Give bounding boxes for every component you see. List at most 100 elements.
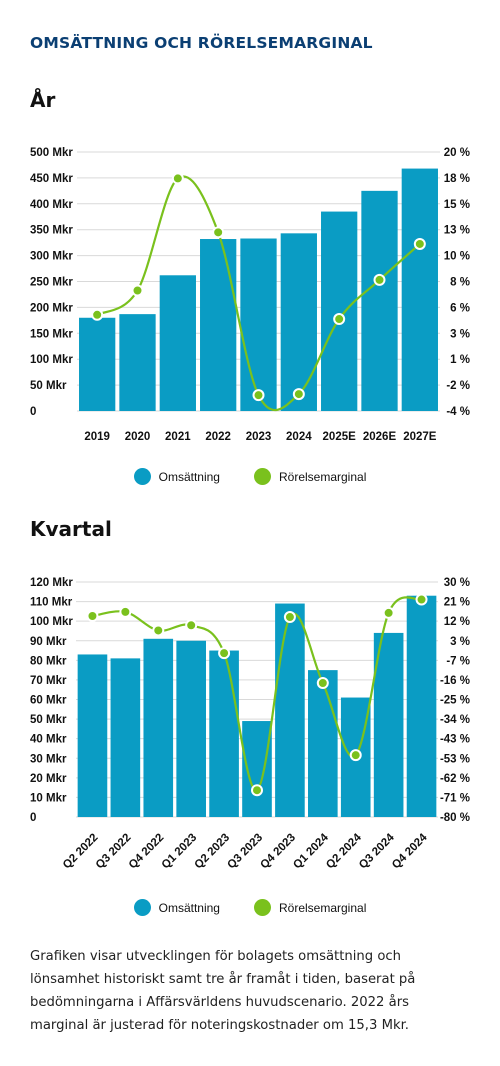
y-right-tick-label: 8 %	[450, 277, 470, 289]
yearly-legend: Omsättning Rörelsemarginal	[0, 468, 500, 485]
y-left-tick-label: 90 Mkr	[30, 636, 67, 648]
y-right-tick-label: -4 %	[446, 406, 470, 418]
y-right-tick-label: 20 %	[444, 147, 470, 159]
bar	[308, 670, 338, 817]
legend-margin-label: Rörelsemarginal	[278, 469, 367, 484]
bar	[119, 314, 156, 411]
margin-line	[96, 175, 421, 412]
margin-point	[382, 606, 395, 619]
bar	[209, 650, 239, 817]
y-left-tick-label: 70 Mkr	[30, 675, 67, 687]
bar	[240, 238, 277, 411]
legend-item-revenue[interactable]: Omsättning	[133, 899, 220, 916]
y-right-tick-label: -71 %	[440, 792, 470, 804]
y-right-tick-label: 13 %	[444, 225, 470, 237]
y-left-tick-label: 50 Mkr	[30, 714, 67, 726]
legend-line-swatch	[253, 468, 271, 485]
legend-item-margin[interactable]: Rörelsemarginal	[253, 899, 367, 916]
y-left-tick-label: 300 Mkr	[30, 251, 73, 263]
bar	[280, 233, 317, 411]
margin-point	[292, 388, 305, 401]
margin-point	[91, 308, 104, 321]
y-right-tick-label: 3 %	[450, 328, 470, 340]
x-category-label: 2020	[125, 431, 151, 443]
bar	[361, 190, 398, 411]
y-right-tick-label: 30 %	[444, 577, 470, 589]
bar	[200, 239, 237, 411]
margin-point	[119, 605, 132, 618]
legend-revenue-label: Omsättning	[158, 469, 220, 484]
y-right-tick-label: -53 %	[440, 753, 470, 765]
y-right-tick-label: -16 %	[440, 675, 470, 687]
y-right-tick-label: 21 %	[444, 597, 470, 609]
y-left-tick-label: 10 Mkr	[30, 792, 67, 804]
margin-point	[316, 677, 329, 690]
x-category-label: 2025E	[323, 431, 357, 443]
y-left-tick-label: 500 Mkr	[30, 147, 73, 159]
y-left-tick-label: 100 Mkr	[30, 354, 73, 366]
quarterly-chart: 0 -80 % 10 Mkr -71 % 20 Mkr -62 % 30 Mkr -53 % 4…	[30, 577, 470, 872]
y-left-tick-label: 20 Mkr	[30, 773, 67, 785]
x-category-label: Q2 2022	[61, 832, 101, 872]
margin-point	[349, 749, 362, 762]
x-category-label: 2027E	[403, 431, 437, 443]
y-right-tick-label: 3 %	[450, 636, 470, 648]
legend-item-revenue[interactable]: Omsättning	[133, 468, 220, 485]
quarterly-legend: Omsättning Rörelsemarginal	[0, 899, 500, 916]
y-left-tick-label: 30 Mkr	[30, 753, 67, 765]
margin-point	[131, 284, 144, 297]
bar	[373, 632, 404, 817]
y-right-tick-label: 15 %	[444, 199, 470, 211]
margin-point	[373, 273, 386, 286]
x-category-label: 2024	[286, 431, 312, 443]
y-left-tick-label: 150 Mkr	[30, 328, 73, 340]
bar	[143, 638, 174, 817]
y-left-tick-label: 400 Mkr	[30, 199, 73, 211]
y-left-tick-label: 200 Mkr	[30, 302, 73, 314]
yearly-chart-title: År	[30, 88, 56, 112]
margin-point	[252, 389, 265, 402]
y-left-tick-label: 80 Mkr	[30, 655, 67, 667]
bar	[79, 317, 116, 411]
legend-margin-label: Rörelsemarginal	[278, 900, 367, 915]
margin-point	[251, 784, 263, 797]
legend-bar-swatch	[133, 899, 151, 916]
x-category-label: 2026E	[363, 431, 397, 443]
y-right-tick-label: 12 %	[444, 616, 470, 628]
margin-point	[413, 237, 426, 250]
y-left-tick-label: 450 Mkr	[30, 173, 73, 185]
margin-point	[212, 226, 225, 239]
legend-item-margin[interactable]: Rörelsemarginal	[253, 468, 367, 485]
y-left-tick-label: 350 Mkr	[30, 225, 73, 237]
y-left-tick-label: 40 Mkr	[30, 734, 67, 746]
x-category-label: Q1 2023	[160, 832, 200, 872]
margin-point	[185, 619, 198, 632]
bar	[77, 654, 108, 817]
bar	[159, 275, 196, 411]
y-left-tick-label: 110 Mkr	[30, 597, 73, 609]
y-right-tick-label: 6 %	[450, 302, 470, 314]
bar	[321, 211, 358, 411]
x-category-label: 2022	[205, 431, 231, 443]
margin-point	[152, 624, 165, 637]
x-category-label: 2019	[84, 431, 110, 443]
y-right-tick-label: -7 %	[446, 655, 470, 667]
bar	[275, 603, 305, 817]
y-left-tick-label: 100 Mkr	[30, 616, 73, 628]
y-right-tick-label: -34 %	[440, 714, 470, 726]
margin-point	[218, 647, 231, 660]
x-category-label: Q3 2023	[225, 832, 265, 872]
y-left-tick-label: 0	[30, 406, 36, 418]
y-right-tick-label: -2 %	[446, 380, 470, 392]
y-right-tick-label: 18 %	[444, 173, 470, 185]
y-right-tick-label: 10 %	[444, 251, 470, 263]
margin-point	[333, 313, 346, 326]
bar	[406, 595, 437, 817]
y-right-tick-label: -43 %	[440, 734, 470, 746]
margin-point	[171, 172, 184, 185]
yearly-chart: 0 -4 % 50 Mkr -2 % 100 Mkr 1 % 150 Mkr 3 % 200 M…	[30, 147, 470, 443]
x-category-label: Q2 2023	[193, 832, 233, 872]
legend-bar-swatch	[133, 468, 151, 485]
quarterly-chart-title: Kvartal	[30, 517, 112, 541]
x-category-label: 2023	[246, 431, 272, 443]
